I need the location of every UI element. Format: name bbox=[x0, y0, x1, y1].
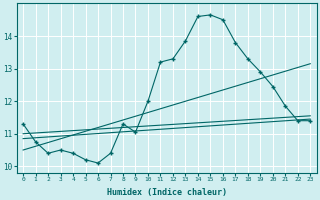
X-axis label: Humidex (Indice chaleur): Humidex (Indice chaleur) bbox=[107, 188, 227, 197]
